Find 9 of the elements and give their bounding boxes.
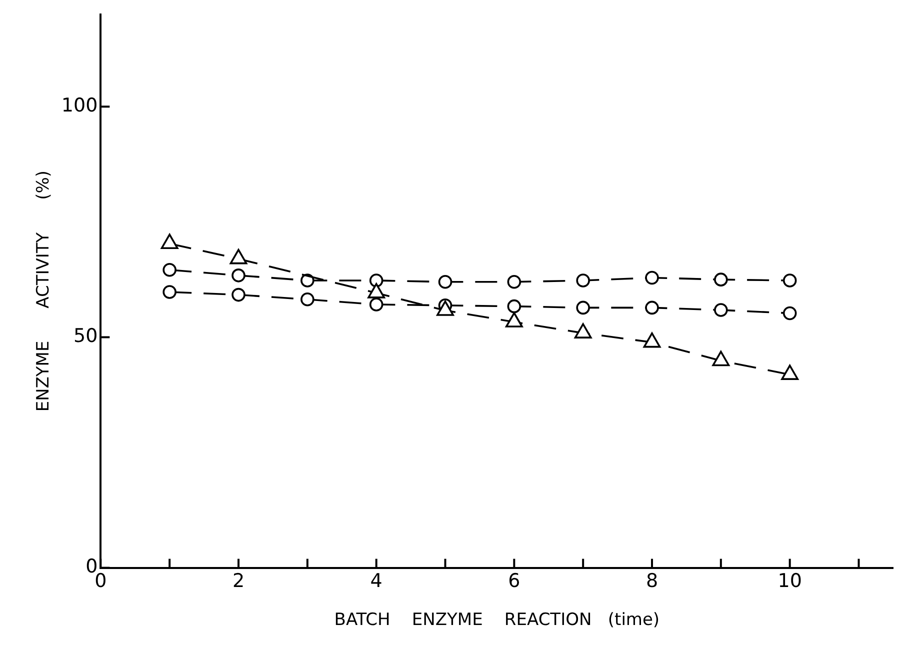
x-tick-label: 2 <box>232 570 245 592</box>
y-tick-label: 100 <box>61 94 98 117</box>
x-axis-title: BATCH ENZYME REACTION (time) <box>334 610 660 630</box>
x-tick-label: 10 <box>778 570 802 592</box>
x-tick-label: 4 <box>370 570 382 592</box>
y-tick-label: 50 <box>73 325 98 348</box>
x-tick-label: 6 <box>508 570 520 592</box>
x-tick-label: 8 <box>646 570 658 592</box>
y-axis-title: ENZYME ACTIVITY (%) <box>34 170 54 412</box>
